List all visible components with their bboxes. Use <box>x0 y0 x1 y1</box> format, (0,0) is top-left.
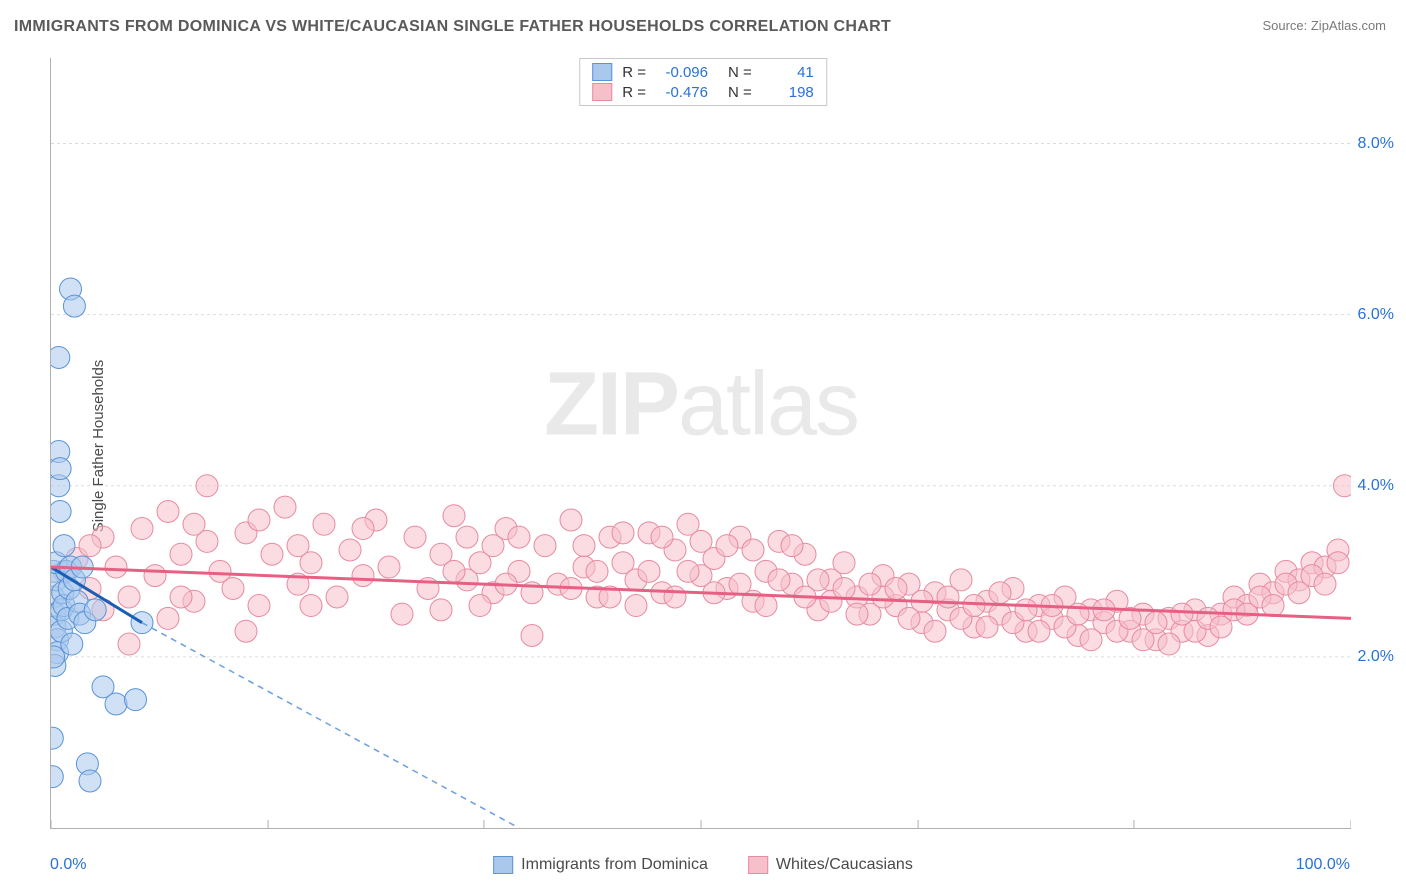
legend-swatch-blue <box>493 856 513 874</box>
y-axis-tick-label: 6.0% <box>1358 306 1394 324</box>
y-axis-tick-label: 8.0% <box>1358 135 1394 153</box>
legend-swatch-blue <box>592 63 612 81</box>
legend-stats-row: R =-0.476 N =198 <box>592 82 814 102</box>
legend-label: Immigrants from Dominica <box>521 856 708 874</box>
x-axis-max-label: 100.0% <box>1296 856 1350 874</box>
y-axis-tick-label: 4.0% <box>1358 477 1394 495</box>
y-axis-tick-label: 2.0% <box>1358 648 1394 666</box>
legend-series: Immigrants from Dominica Whites/Caucasia… <box>493 856 913 874</box>
legend-swatch-pink <box>748 856 768 874</box>
plot-area: ZIPatlas <box>50 58 1351 829</box>
x-axis-min-label: 0.0% <box>50 856 86 874</box>
legend-stats-row: R =-0.096 N =41 <box>592 62 814 82</box>
legend-swatch-pink <box>592 83 612 101</box>
legend-label: Whites/Caucasians <box>776 856 913 874</box>
source-citation: Source: ZipAtlas.com <box>1262 18 1386 33</box>
legend-stats: R =-0.096 N =41 R =-0.476 N =198 <box>579 58 827 106</box>
scatter-svg <box>51 58 1351 828</box>
legend-item: Immigrants from Dominica <box>493 856 708 874</box>
chart-title: IMMIGRANTS FROM DOMINICA VS WHITE/CAUCAS… <box>14 18 891 36</box>
legend-item: Whites/Caucasians <box>748 856 913 874</box>
